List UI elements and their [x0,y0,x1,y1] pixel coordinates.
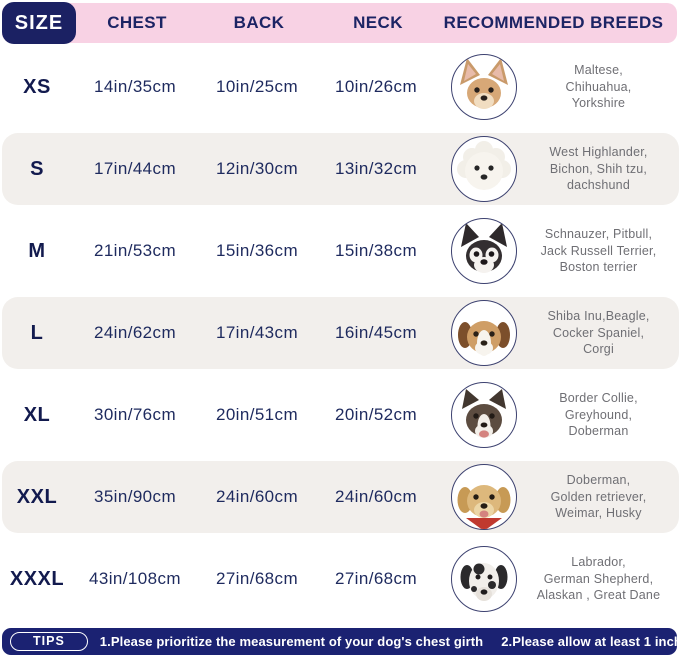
neck-value: 27in/68cm [334,569,418,588]
great-dane-photo [451,546,517,612]
border-collie-photo [451,382,517,448]
table-row-s: S 17in/44cm 12in/30cm 13in/32cm West Hig… [0,128,679,210]
back-value: 27in/68cm [215,569,299,588]
size-label: S [30,157,44,180]
size-label: XL [23,403,51,426]
breeds-text: Shiba Inu,Beagle, Cocker Spaniel, Corgi [547,308,650,357]
column-header-back: BACK [233,13,285,32]
neck-value: 15in/38cm [334,241,418,260]
breeds-text: Maltese, Chihuahua, Yorkshire [565,62,632,111]
column-header-chest: CHEST [107,13,167,32]
tips-bar: TIPS 1.Please prioritize the measurement… [2,628,679,655]
bichon-photo [451,136,517,202]
tip-1: 1.Please prioritize the measurement of y… [99,634,484,649]
neck-value: 24in/60cm [334,487,418,506]
chihuahua-photo [451,54,517,120]
size-label: XXXL [9,567,65,590]
table-row-xl: XL 30in/76cm 20in/51cm 20in/52cm Border … [0,374,679,456]
back-value: 10in/25cm [215,77,299,96]
breeds-text: Labrador, German Shepherd, Alaskan , Gre… [536,554,661,603]
back-value: 15in/36cm [215,241,299,260]
tips-badge: TIPS [10,632,88,651]
breeds-text: Doberman, Golden retriever, Weimar, Husk… [550,472,647,521]
tip-2: 2.Please allow at least 1 inch for dog's… [501,634,679,649]
breeds-text: West Highlander, Bichon, Shih tzu, dachs… [549,144,648,193]
table-row-m: M 21in/53cm 15in/36cm 15in/38cm Schnauze… [0,210,679,292]
neck-value: 10in/26cm [334,77,418,96]
table-row-l: L 24in/62cm 17in/43cm 16in/45cm Shiba In… [0,292,679,374]
boston-terrier-photo [451,218,517,284]
size-label: XS [23,75,51,98]
chest-value: 21in/53cm [93,241,177,260]
table-header: CHEST BACK NECK RECOMMENDED BREEDS SIZE [2,2,677,44]
back-value: 24in/60cm [215,487,299,506]
table-body: XS 14in/35cm 10in/25cm 10in/26cm Maltese… [0,46,679,620]
golden-retriever-photo [451,464,517,530]
size-badge: SIZE [2,2,76,44]
beagle-photo [451,300,517,366]
neck-value: 16in/45cm [334,323,418,342]
chest-value: 24in/62cm [93,323,177,342]
chest-value: 17in/44cm [93,159,177,178]
table-row-xxxl: XXXL 43in/108cm 27in/68cm 27in/68cm [0,538,679,620]
breeds-text: Schnauzer, Pitbull, Jack Russell Terrier… [540,226,657,275]
neck-value: 13in/32cm [334,159,418,178]
chest-value: 30in/76cm [93,405,177,424]
column-header-breeds: RECOMMENDED BREEDS [443,13,664,32]
chest-value: 14in/35cm [93,77,177,96]
back-value: 12in/30cm [215,159,299,178]
back-value: 17in/43cm [215,323,299,342]
size-label: XXL [16,485,58,508]
neck-value: 20in/52cm [334,405,418,424]
size-label: L [30,321,44,344]
breeds-text: Border Collie, Greyhound, Doberman [559,390,638,439]
table-row-xxl: XXL 35in/90cm 24in/60cm 24in/60cm Doberm… [0,456,679,538]
chest-value: 43in/108cm [89,569,181,588]
chest-value: 35in/90cm [93,487,177,506]
back-value: 20in/51cm [215,405,299,424]
size-label: M [28,239,46,262]
table-row-xs: XS 14in/35cm 10in/25cm 10in/26cm Maltese… [0,46,679,128]
column-header-neck: NECK [353,13,403,32]
